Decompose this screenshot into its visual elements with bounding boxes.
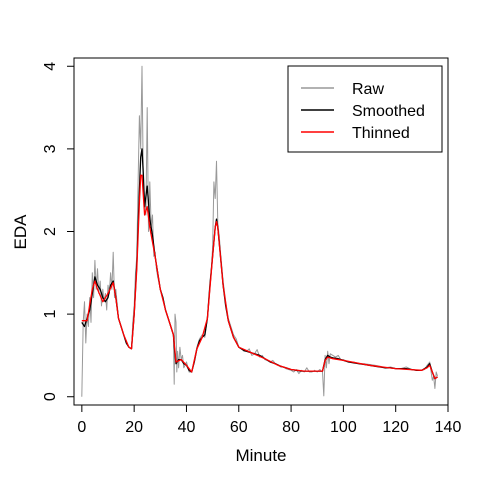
y-tick-label: 1	[42, 310, 59, 319]
series-line-thinned	[81, 174, 438, 380]
legend-label-thinned: Thinned	[352, 125, 410, 142]
legend: Raw Smoothed Thinned	[287, 65, 443, 153]
y-tick-label: 3	[42, 144, 59, 153]
y-tick-label: 0	[42, 392, 59, 401]
x-tick-label: 80	[282, 419, 300, 436]
legend-label-raw: Raw	[352, 81, 384, 98]
x-tick-label: 60	[230, 419, 248, 436]
y-axis: 0 1 2 3 4	[42, 62, 75, 401]
legend-box	[287, 65, 443, 153]
legend-label-smoothed: Smoothed	[352, 103, 425, 120]
y-tick-label: 2	[42, 227, 59, 236]
x-tick-label: 0	[77, 419, 86, 436]
x-axis: 0 20 40 60 80 100 120 140	[77, 404, 462, 436]
x-tick-label: 100	[330, 419, 357, 436]
x-axis-label: Minute	[235, 446, 286, 465]
y-axis-label: EDA	[11, 214, 30, 250]
x-tick-label: 40	[178, 419, 196, 436]
x-tick-label: 20	[125, 419, 143, 436]
x-tick-label: 140	[435, 419, 462, 436]
y-tick-label: 4	[42, 62, 59, 71]
series-layer	[81, 65, 438, 397]
x-tick-label: 120	[382, 419, 409, 436]
